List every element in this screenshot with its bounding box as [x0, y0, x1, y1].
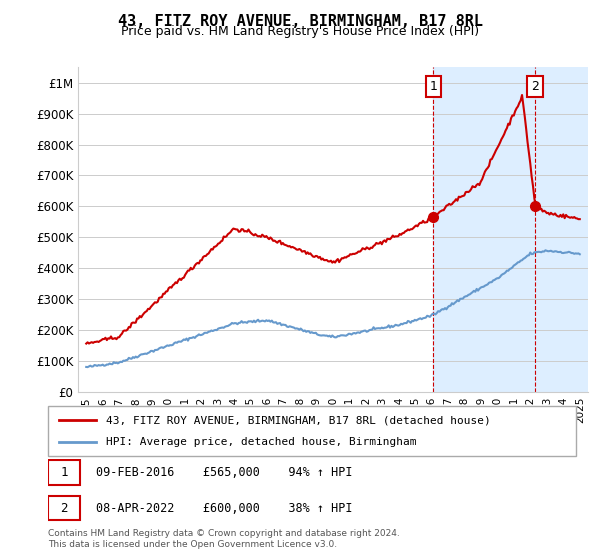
Text: 09-FEB-2016    £565,000    94% ↑ HPI: 09-FEB-2016 £565,000 94% ↑ HPI	[95, 466, 352, 479]
FancyBboxPatch shape	[48, 496, 80, 520]
Bar	[433, 67, 535, 392]
FancyBboxPatch shape	[48, 406, 576, 456]
Text: 1: 1	[430, 80, 437, 93]
Bar	[535, 67, 588, 392]
Text: HPI: Average price, detached house, Birmingham: HPI: Average price, detached house, Birm…	[106, 437, 416, 447]
Text: 2: 2	[531, 80, 539, 93]
Text: Contains HM Land Registry data © Crown copyright and database right 2024.
This d: Contains HM Land Registry data © Crown c…	[48, 529, 400, 549]
Text: 43, FITZ ROY AVENUE, BIRMINGHAM, B17 8RL (detached house): 43, FITZ ROY AVENUE, BIRMINGHAM, B17 8RL…	[106, 415, 491, 425]
Text: 2: 2	[60, 502, 68, 515]
Text: 43, FITZ ROY AVENUE, BIRMINGHAM, B17 8RL: 43, FITZ ROY AVENUE, BIRMINGHAM, B17 8RL	[118, 14, 482, 29]
Text: Price paid vs. HM Land Registry's House Price Index (HPI): Price paid vs. HM Land Registry's House …	[121, 25, 479, 38]
Text: 08-APR-2022    £600,000    38% ↑ HPI: 08-APR-2022 £600,000 38% ↑ HPI	[95, 502, 352, 515]
FancyBboxPatch shape	[48, 460, 80, 485]
Text: 1: 1	[60, 466, 68, 479]
